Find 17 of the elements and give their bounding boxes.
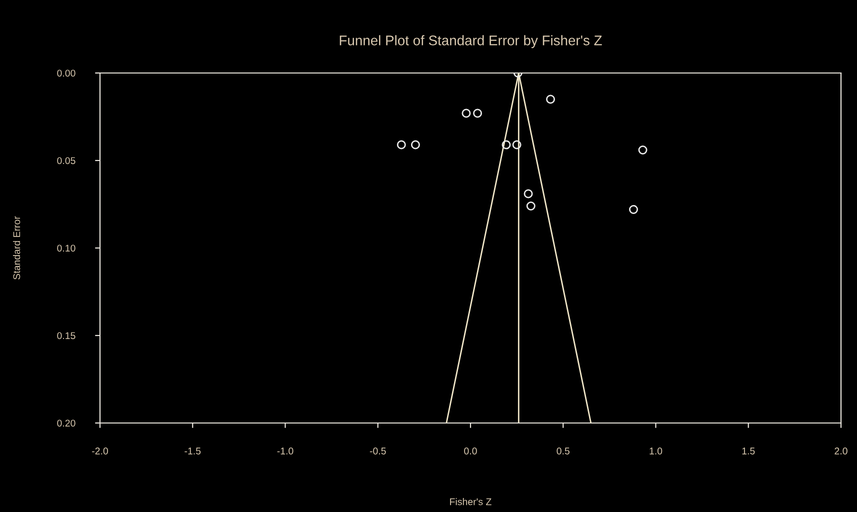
x-tick-label: -1.5 xyxy=(184,448,201,454)
y-tick-label: 0.20 xyxy=(57,420,76,427)
x-tick-label: -0.5 xyxy=(370,448,386,454)
x-tick-label: 1.5 xyxy=(742,448,755,454)
y-tick-label: 0.05 xyxy=(57,157,76,164)
y-tick-label: 0.15 xyxy=(57,332,76,340)
x-tick-label: 2.0 xyxy=(834,448,848,454)
y-axis-title: Standard Error xyxy=(12,216,20,280)
chart-title: Funnel Plot of Standard Error by Fisher's Z xyxy=(340,35,602,48)
x-tick-label: 0.0 xyxy=(464,448,477,454)
y-tick-label: 0.00 xyxy=(57,70,76,77)
x-axis-title: Fisher's Z xyxy=(450,498,492,506)
x-tick-label: 0.5 xyxy=(556,448,570,454)
y-tick-label: 0.10 xyxy=(57,244,76,252)
x-tick-label: -1.0 xyxy=(277,448,294,454)
x-tick-label: -2.0 xyxy=(92,448,108,454)
x-tick-label: 1.0 xyxy=(650,448,662,454)
